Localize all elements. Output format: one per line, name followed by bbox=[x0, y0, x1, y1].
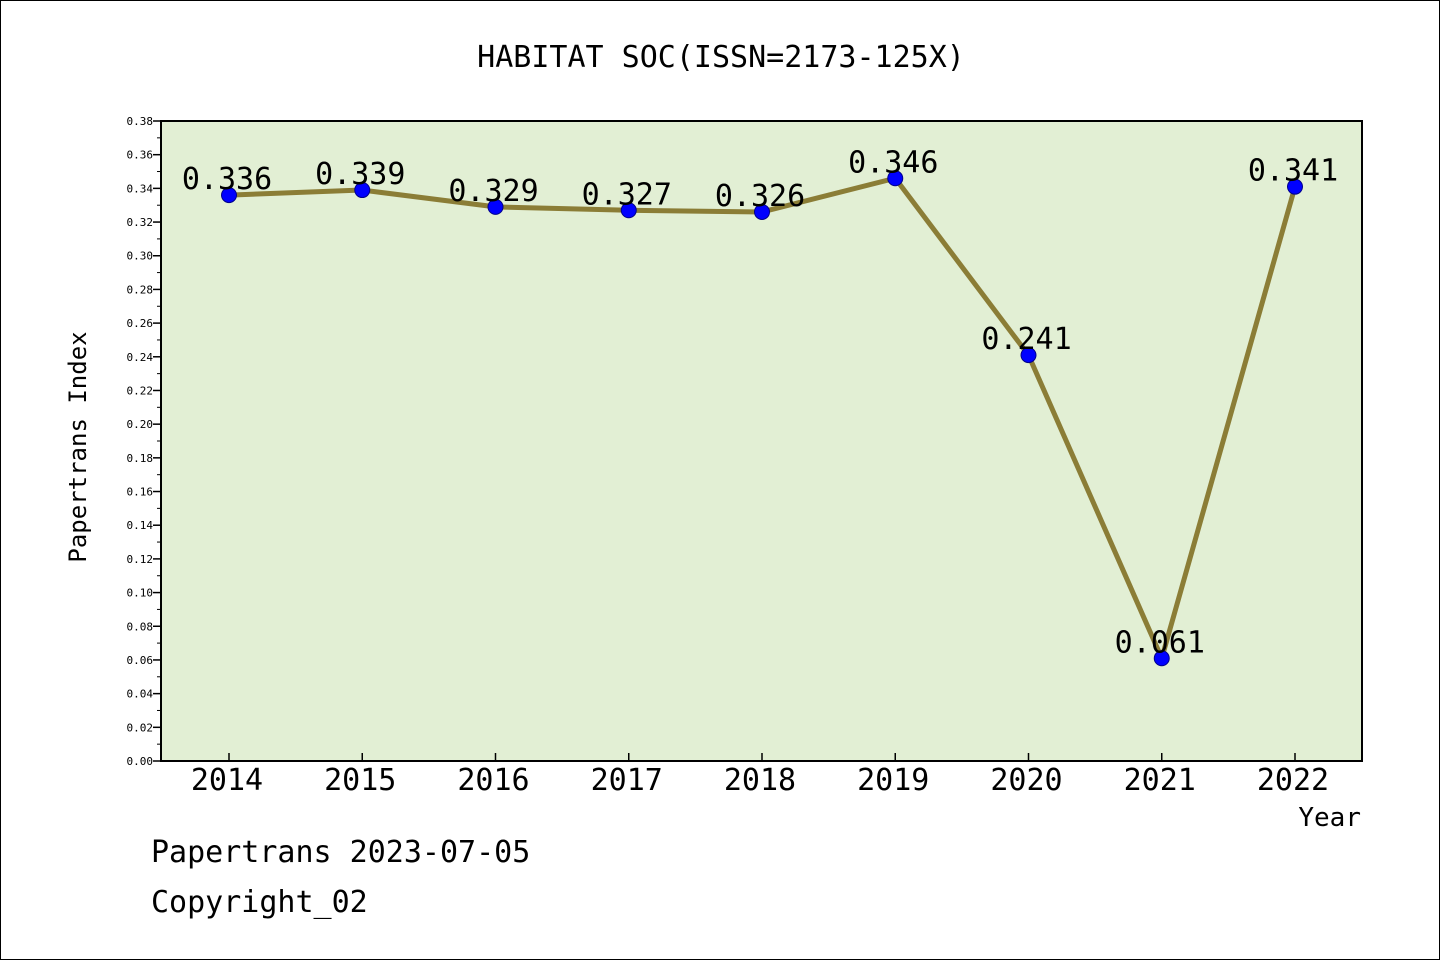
y-tick-label: 0.30 bbox=[127, 250, 154, 263]
x-axis-ticks: 2014 2015 2016 2017 2018 2019 2020 2021 2022 bbox=[191, 753, 1329, 798]
y-tick-label: 0.02 bbox=[127, 721, 154, 734]
data-label: 0.341 bbox=[1248, 154, 1338, 189]
series-group: 0.336 0.339 0.329 0.327 0.326 0.346 0.241 0.061… bbox=[182, 145, 1338, 667]
y-tick-label: 0.08 bbox=[127, 620, 154, 633]
x-tick-label: 2018 bbox=[724, 763, 796, 798]
data-point bbox=[487, 198, 504, 215]
data-point bbox=[1020, 347, 1037, 364]
x-tick-label: 2020 bbox=[990, 763, 1062, 798]
data-point bbox=[754, 203, 770, 220]
data-label: 0.327 bbox=[582, 177, 672, 212]
y-tick-label: 0.38 bbox=[127, 115, 154, 128]
data-point bbox=[221, 187, 237, 204]
data-point bbox=[1153, 650, 1170, 667]
data-label: 0.336 bbox=[182, 162, 272, 197]
x-tick-label: 2021 bbox=[1124, 763, 1196, 798]
y-tick-label: 0.36 bbox=[127, 149, 154, 162]
x-tick-label: 2022 bbox=[1257, 763, 1329, 798]
x-tick-label: 2019 bbox=[857, 763, 929, 798]
x-tick-label: 2016 bbox=[457, 763, 529, 798]
y-tick-label: 0.24 bbox=[127, 351, 154, 364]
footer-copyright-text: Copyright_02 bbox=[151, 885, 368, 920]
y-tick-label: 0.28 bbox=[127, 283, 154, 296]
y-tick-label: 0.16 bbox=[127, 486, 154, 499]
y-tick-label: 0.04 bbox=[127, 688, 154, 701]
y-tick-label: 0.06 bbox=[127, 654, 154, 667]
y-tick-label: 0.22 bbox=[127, 384, 154, 397]
data-point bbox=[887, 170, 904, 187]
y-tick-label: 0.34 bbox=[127, 182, 154, 195]
data-label: 0.329 bbox=[448, 174, 538, 209]
data-label: 0.326 bbox=[715, 179, 805, 214]
y-axis-label: Papertrans Index bbox=[64, 331, 92, 562]
data-label: 0.241 bbox=[981, 322, 1071, 357]
y-axis-ticks: 0.00 0.02 0.04 0.06 0.08 0.10 0.12 0.14 0.16 0.18… bbox=[127, 115, 161, 768]
y-tick-label: 0.20 bbox=[127, 418, 154, 431]
data-point bbox=[1287, 178, 1303, 195]
data-label: 0.339 bbox=[315, 157, 405, 192]
data-point bbox=[354, 182, 371, 199]
x-tick-label: 2014 bbox=[191, 763, 263, 798]
y-tick-label: 0.18 bbox=[127, 452, 154, 465]
chart-title: HABITAT SOC(ISSN=2173-125X) bbox=[477, 40, 965, 75]
y-tick-label: 0.26 bbox=[127, 317, 154, 330]
y-tick-label: 0.12 bbox=[127, 553, 154, 566]
y-tick-label: 0.32 bbox=[127, 216, 154, 229]
data-point bbox=[620, 202, 637, 219]
y-tick-label: 0.10 bbox=[127, 587, 154, 600]
footer-date-text: Papertrans 2023-07-05 bbox=[151, 835, 531, 870]
x-axis-label: Year bbox=[1298, 803, 1361, 833]
data-label: 0.061 bbox=[1115, 625, 1205, 660]
y-tick-label: 0.00 bbox=[127, 755, 154, 768]
x-tick-label: 2015 bbox=[324, 763, 396, 798]
y-tick-label: 0.14 bbox=[127, 519, 154, 532]
data-label: 0.346 bbox=[848, 145, 938, 180]
x-tick-label: 2017 bbox=[591, 763, 663, 798]
